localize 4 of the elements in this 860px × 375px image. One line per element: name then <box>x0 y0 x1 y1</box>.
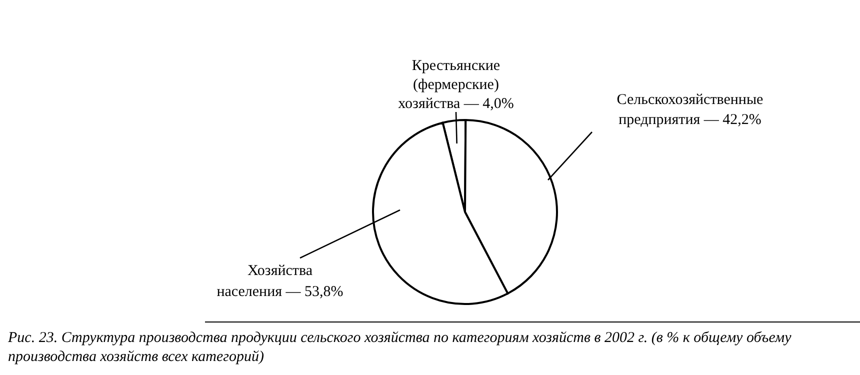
text: Рис. 23. Структура производства продукции сельского хозяйства по категориям хозяйств в 2002 г. (в % к общему объему производства хозяйств всех категорий) <box>7 330 792 365</box>
slice-label: Хозяйства населения — 53,8% <box>216 263 344 300</box>
slice-label: Крестьянские (фермерские) хозяйства — 4,0% <box>398 58 514 112</box>
slice-label: Сельскохозяйственные предприятия — 42,2% <box>616 92 764 128</box>
